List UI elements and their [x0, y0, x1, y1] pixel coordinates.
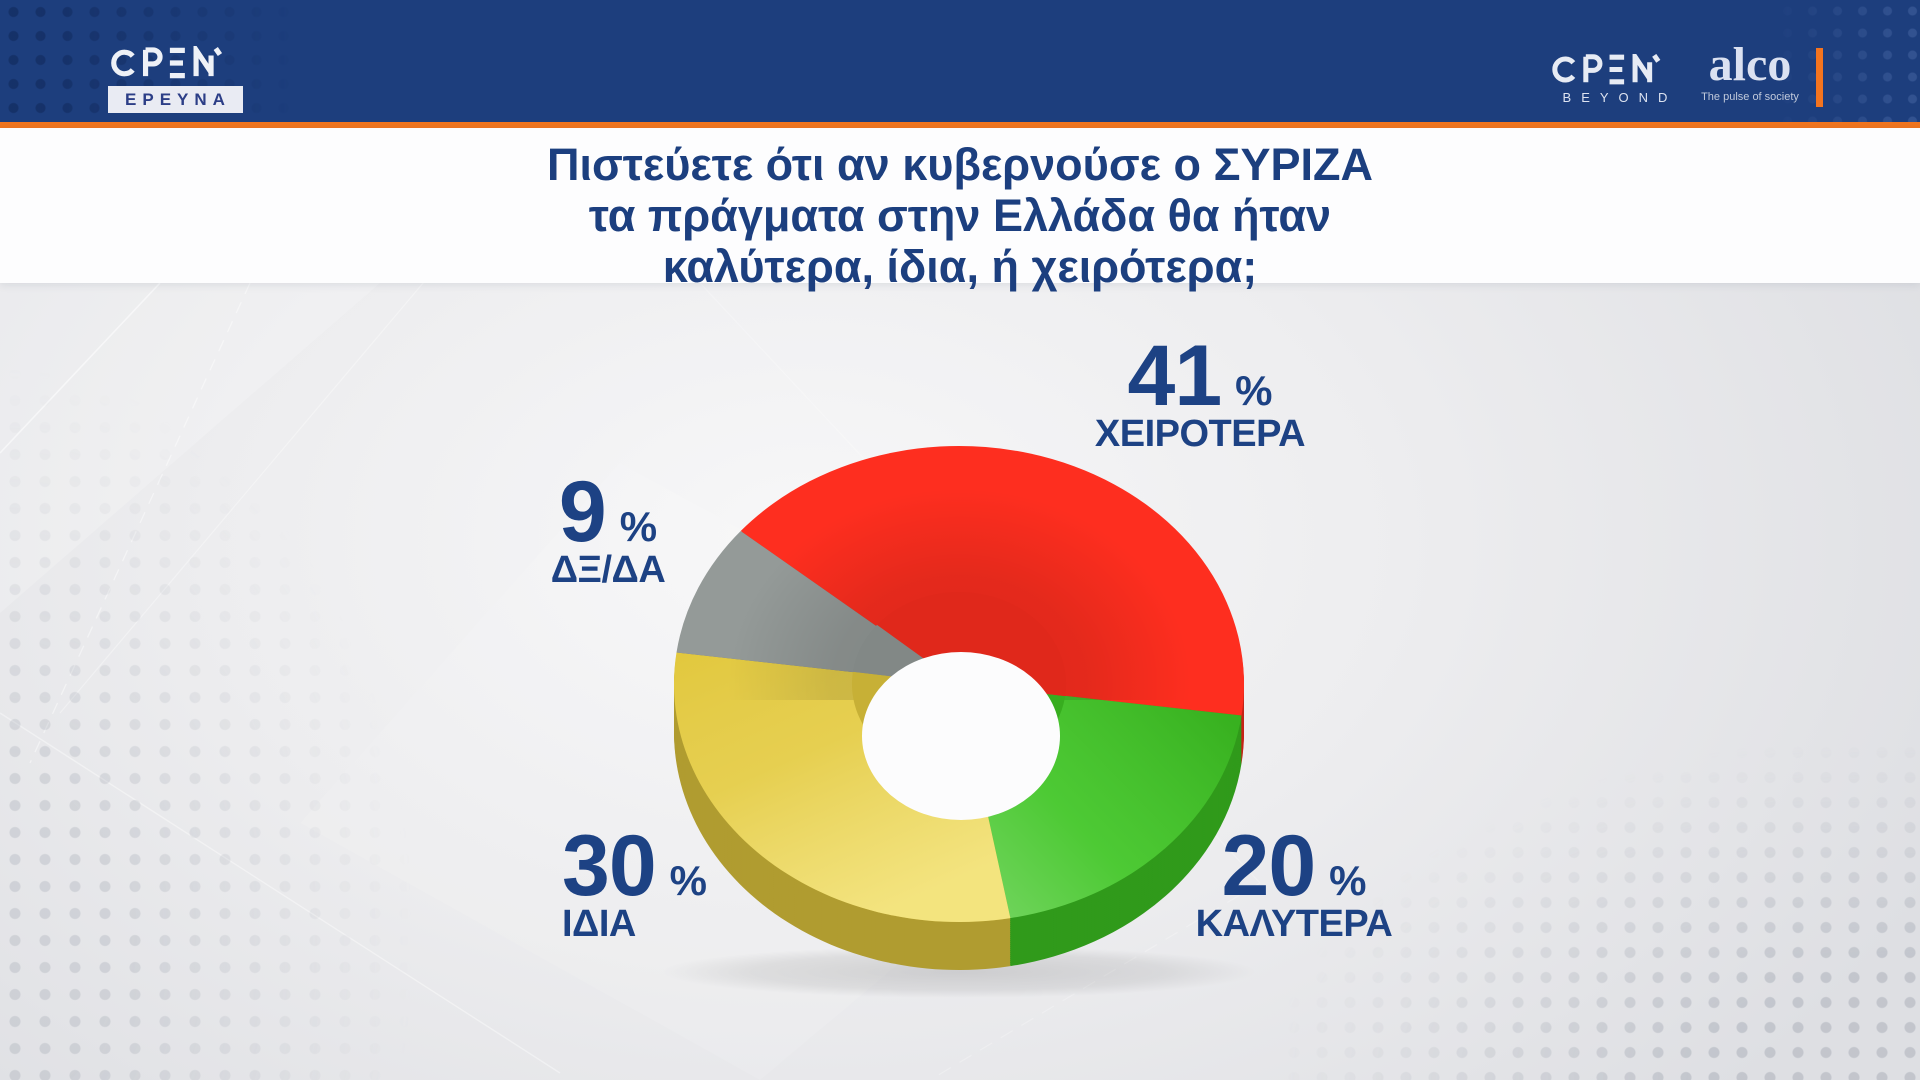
question-line-2: τα πράγματα στην Ελλάδα θα ήταν [588, 190, 1332, 241]
donut-shadow [661, 946, 1257, 998]
orange-rule [0, 122, 1920, 128]
question-line-3: καλύτερα, ίδια, ή χειρότερα; [662, 241, 1258, 292]
donut-hole [862, 652, 1060, 820]
question-line-1: Πιστεύετε ότι αν κυβερνούσε ο ΣΥΡΙΖΑ [546, 139, 1374, 190]
beyond-label: BEYOND [1562, 90, 1678, 105]
alco-wordmark: alco [1708, 38, 1792, 91]
alco-tagline: The pulse of society [1701, 91, 1799, 103]
header-bar: ΕΡΕΥΝΑ BEYOND alco The pulse of society [0, 0, 1920, 122]
open-beyond-logo: BEYOND [1548, 54, 1682, 105]
open-logo-icon [1552, 54, 1661, 85]
question-title: Πιστεύετε ότι αν κυβερνούσε ο ΣΥΡΙΖΑ τα … [0, 128, 1920, 292]
alco-logo: alco The pulse of society [1700, 38, 1800, 104]
orange-divider [1816, 48, 1823, 107]
ereyna-badge-label: ΕΡΕΥΝΑ [125, 90, 231, 109]
open-logo-icon [111, 46, 223, 79]
ereyna-badge: ΕΡΕΥΝΑ [108, 86, 243, 113]
